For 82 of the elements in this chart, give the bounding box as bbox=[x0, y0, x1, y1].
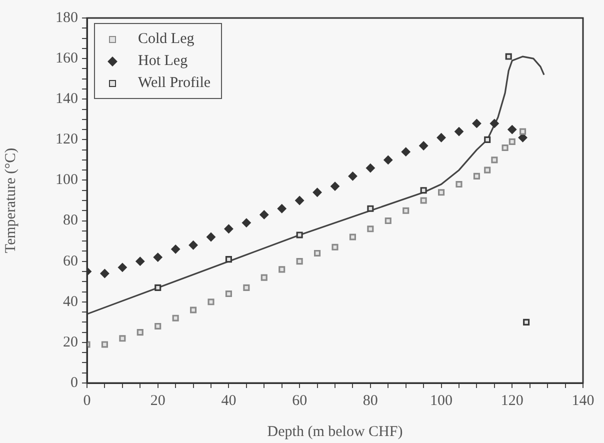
x-tick-label: 20 bbox=[150, 392, 166, 409]
x-tick-label: 40 bbox=[221, 392, 236, 409]
legend-label: Hot Leg bbox=[138, 52, 188, 70]
point bbox=[101, 341, 108, 348]
point bbox=[136, 256, 145, 266]
point bbox=[366, 164, 375, 173]
point bbox=[190, 306, 197, 314]
x-tick-label: 0 bbox=[83, 392, 91, 409]
point bbox=[260, 274, 268, 281]
point bbox=[243, 284, 250, 291]
x-tick-label: 100 bbox=[430, 392, 453, 409]
x-tick-label: 60 bbox=[292, 392, 308, 409]
point bbox=[100, 269, 110, 278]
point bbox=[154, 322, 162, 330]
point bbox=[119, 335, 126, 342]
x-tick-label: 80 bbox=[362, 392, 378, 409]
point bbox=[296, 232, 303, 238]
y-tick-label: 120 bbox=[56, 132, 78, 148]
point bbox=[330, 182, 340, 191]
point bbox=[171, 244, 180, 254]
point bbox=[384, 218, 392, 224]
point bbox=[472, 118, 482, 128]
point bbox=[508, 138, 516, 145]
point bbox=[118, 262, 127, 272]
point bbox=[367, 226, 374, 232]
point bbox=[296, 258, 303, 265]
point bbox=[436, 133, 446, 142]
point bbox=[278, 266, 286, 273]
x-tick-label: 120 bbox=[500, 392, 524, 409]
point bbox=[419, 141, 428, 150]
point bbox=[502, 144, 508, 152]
y-tick-label: 180 bbox=[56, 10, 78, 26]
point bbox=[490, 118, 499, 128]
y-tick-label: 60 bbox=[63, 253, 78, 270]
y-tick-label: 160 bbox=[56, 50, 78, 66]
legend-label: Cold Leg bbox=[138, 30, 194, 48]
point bbox=[367, 205, 374, 212]
x-axis-title: Depth (m below CHF) bbox=[267, 424, 403, 440]
y-tick-label: 0 bbox=[70, 374, 78, 391]
point bbox=[402, 207, 410, 214]
point bbox=[491, 156, 498, 164]
point bbox=[136, 329, 144, 336]
point bbox=[484, 166, 491, 174]
point bbox=[225, 290, 232, 298]
point bbox=[172, 314, 179, 322]
point bbox=[473, 172, 480, 180]
point bbox=[206, 232, 216, 242]
y-tick-label: 20 bbox=[63, 334, 78, 350]
point bbox=[277, 204, 286, 214]
point bbox=[208, 298, 214, 306]
legend-label: Well Profile bbox=[138, 74, 211, 92]
y-tick-label: 100 bbox=[56, 172, 78, 188]
point bbox=[188, 240, 198, 250]
point bbox=[401, 147, 410, 156]
y-tick-label: 140 bbox=[56, 91, 78, 108]
point bbox=[456, 181, 462, 188]
point bbox=[154, 284, 162, 291]
point bbox=[348, 172, 358, 181]
point bbox=[519, 128, 526, 135]
point bbox=[312, 188, 322, 197]
point bbox=[332, 244, 338, 250]
y-axis-title: Temperature (°C) bbox=[2, 148, 19, 254]
point bbox=[225, 256, 232, 263]
y-tick-label: 80 bbox=[63, 212, 78, 229]
point bbox=[420, 197, 427, 204]
point bbox=[295, 196, 304, 205]
x-tick-label: 140 bbox=[572, 392, 594, 409]
point bbox=[349, 234, 356, 240]
point bbox=[153, 252, 162, 262]
point bbox=[508, 125, 517, 134]
point bbox=[420, 187, 427, 194]
point bbox=[454, 127, 464, 136]
point bbox=[314, 250, 321, 256]
point bbox=[224, 224, 234, 234]
point bbox=[484, 136, 491, 143]
point bbox=[505, 53, 512, 60]
point bbox=[438, 189, 445, 196]
point bbox=[260, 210, 269, 220]
y-tick-label: 40 bbox=[63, 294, 78, 310]
point bbox=[523, 318, 530, 326]
point bbox=[242, 218, 251, 228]
point bbox=[384, 155, 393, 164]
